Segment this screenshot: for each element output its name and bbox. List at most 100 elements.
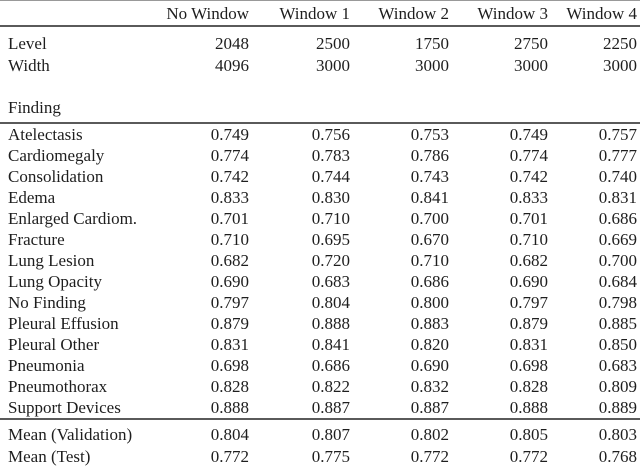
- empty-cell: [551, 77, 640, 123]
- value-cell: 0.889: [598, 397, 637, 417]
- empty-cell: [252, 77, 353, 123]
- value-cell: 3000: [514, 56, 548, 75]
- row-label: Mean (Test): [8, 447, 91, 466]
- value-cell: 0.772: [509, 447, 548, 466]
- value-cell: 4096: [215, 56, 249, 75]
- header-row: No Window Window 1 Window 2 Window 3 Win…: [0, 1, 640, 27]
- value-cell: 0.775: [311, 447, 350, 466]
- mean-row: Mean (Test) 0.772 0.775 0.772 0.772 0.768: [0, 446, 640, 466]
- row-label: No Finding: [8, 292, 86, 312]
- finding-row: No Finding 0.797 0.804 0.800 0.797 0.798: [0, 292, 640, 313]
- value-cell: 0.828: [509, 376, 548, 396]
- row-label: Edema: [8, 187, 56, 207]
- value-cell: 0.804: [210, 425, 249, 444]
- value-cell: 0.883: [410, 313, 449, 333]
- finding-row: Lung Opacity 0.690 0.683 0.686 0.690 0.684: [0, 271, 640, 292]
- row-label: Support Devices: [8, 397, 121, 417]
- value-cell: 3000: [415, 56, 449, 75]
- finding-row: Pleural Other 0.831 0.841 0.820 0.831 0.850: [0, 334, 640, 355]
- value-cell: 0.710: [410, 250, 449, 270]
- empty-cell: [452, 77, 551, 123]
- column-header-window-3: Window 3: [477, 4, 548, 23]
- value-cell: 0.772: [410, 447, 449, 466]
- value-cell: 0.756: [311, 124, 350, 144]
- value-cell: 0.879: [210, 313, 249, 333]
- value-cell: 0.690: [210, 271, 249, 291]
- value-cell: 0.710: [210, 229, 249, 249]
- value-cell: 3000: [316, 56, 350, 75]
- value-cell: 0.798: [598, 292, 637, 312]
- value-cell: 0.888: [311, 313, 350, 333]
- row-label: Lung Lesion: [8, 250, 95, 270]
- value-cell: 0.774: [210, 145, 249, 165]
- finding-row: Pleural Effusion 0.879 0.888 0.883 0.879 0.88…: [0, 313, 640, 334]
- value-cell: 0.742: [509, 166, 548, 186]
- value-cell: 0.831: [598, 187, 637, 207]
- value-cell: 0.831: [210, 334, 249, 354]
- value-cell: 0.742: [210, 166, 249, 186]
- value-cell: 0.686: [311, 355, 350, 375]
- value-cell: 0.828: [210, 376, 249, 396]
- column-header-window-4: Window 4: [566, 4, 637, 23]
- column-header-no-window: No Window: [166, 4, 249, 23]
- finding-row: Cardiomegaly 0.774 0.783 0.786 0.774 0.777: [0, 145, 640, 166]
- value-cell: 2250: [603, 34, 637, 53]
- row-label: Pneumonia: [8, 355, 85, 375]
- row-label: Atelectasis: [8, 124, 83, 144]
- value-cell: 0.822: [311, 376, 350, 396]
- value-cell: 0.744: [311, 166, 350, 186]
- means-section: Mean (Validation) 0.804 0.807 0.802 0.805 0.8…: [0, 419, 640, 466]
- value-cell: 0.807: [311, 425, 350, 444]
- value-cell: 0.700: [410, 208, 449, 228]
- value-cell: 0.753: [410, 124, 449, 144]
- setting-row: Level 2048 2500 1750 2750 2250: [0, 26, 640, 55]
- value-cell: 0.804: [311, 292, 350, 312]
- finding-row: Support Devices 0.888 0.887 0.887 0.888 0.889: [0, 397, 640, 419]
- value-cell: 0.710: [509, 229, 548, 249]
- value-cell: 0.700: [598, 250, 637, 270]
- finding-row: Atelectasis 0.749 0.756 0.753 0.749 0.757: [0, 123, 640, 145]
- table-header: No Window Window 1 Window 2 Window 3 Win…: [0, 1, 640, 27]
- finding-row: Edema 0.833 0.830 0.841 0.833 0.831: [0, 187, 640, 208]
- row-label: Lung Opacity: [8, 271, 102, 291]
- value-cell: 0.669: [598, 229, 637, 249]
- value-cell: 0.832: [410, 376, 449, 396]
- value-cell: 0.670: [410, 229, 449, 249]
- row-label: Pleural Effusion: [8, 313, 119, 333]
- value-cell: 0.800: [410, 292, 449, 312]
- value-cell: 1750: [415, 34, 449, 53]
- value-cell: 0.757: [598, 124, 637, 144]
- value-cell: 0.682: [210, 250, 249, 270]
- row-label: Fracture: [8, 229, 65, 249]
- value-cell: 0.783: [311, 145, 350, 165]
- value-cell: 0.841: [410, 187, 449, 207]
- value-cell: 0.772: [210, 447, 249, 466]
- mean-row: Mean (Validation) 0.804 0.807 0.802 0.805 0.8…: [0, 419, 640, 446]
- value-cell: 0.830: [311, 187, 350, 207]
- value-cell: 0.797: [210, 292, 249, 312]
- value-cell: 0.698: [210, 355, 249, 375]
- column-header-window-1: Window 1: [279, 4, 350, 23]
- row-label: Cardiomegaly: [8, 145, 105, 165]
- column-header-window-2: Window 2: [378, 4, 449, 23]
- value-cell: 0.805: [509, 425, 548, 444]
- value-cell: 0.686: [410, 271, 449, 291]
- corner-cell: [0, 1, 162, 27]
- findings-section: Atelectasis 0.749 0.756 0.753 0.749 0.757 Card…: [0, 123, 640, 419]
- value-cell: 0.774: [509, 145, 548, 165]
- value-cell: 0.743: [410, 166, 449, 186]
- value-cell: 0.683: [311, 271, 350, 291]
- value-cell: 0.768: [598, 447, 637, 466]
- value-cell: 0.803: [598, 425, 637, 444]
- finding-row: Pneumothorax 0.828 0.822 0.832 0.828 0.809: [0, 376, 640, 397]
- row-label: Width: [8, 56, 50, 75]
- value-cell: 0.879: [509, 313, 548, 333]
- value-cell: 0.850: [598, 334, 637, 354]
- value-cell: 0.690: [410, 355, 449, 375]
- value-cell: 0.701: [210, 208, 249, 228]
- value-cell: 0.887: [410, 397, 449, 417]
- value-cell: 0.698: [509, 355, 548, 375]
- empty-cell: [353, 77, 452, 123]
